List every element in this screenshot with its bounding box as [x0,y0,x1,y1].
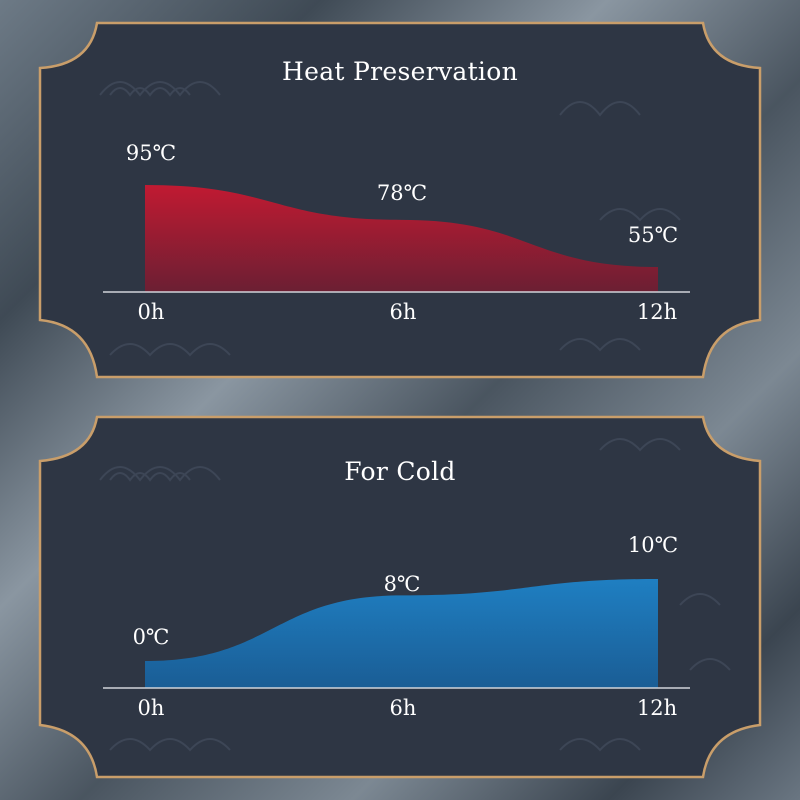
cold-chart-svg [38,415,762,779]
value-label: 0℃ [132,625,170,649]
value-label: 8℃ [383,572,421,596]
x-tick-label: 12h [636,696,678,720]
x-tick-label: 6h [389,696,417,720]
for-cold-panel: For Cold 0℃ 8℃ 10℃ 0h 6h 12h [0,405,800,785]
x-tick-label: 12h [636,300,678,324]
heat-series-area [145,185,658,292]
value-label: 55℃ [627,223,679,247]
value-label: 95℃ [125,141,177,165]
value-label: 10℃ [627,533,679,557]
x-tick-label: 0h [137,300,165,324]
cold-series-area [145,579,658,688]
heat-preservation-panel: Heat Preservation 95℃ 78℃ 55℃ 0h 6h 12h [0,5,800,385]
cloud-pattern-decoration [99,438,731,752]
chart-title: For Cold [344,457,456,486]
cloud-pattern-decoration [99,81,681,357]
heat-chart-svg [38,21,762,379]
chart-title: Heat Preservation [282,57,518,86]
x-tick-label: 0h [137,696,165,720]
x-tick-label: 6h [389,300,417,324]
value-label: 78℃ [376,181,428,205]
